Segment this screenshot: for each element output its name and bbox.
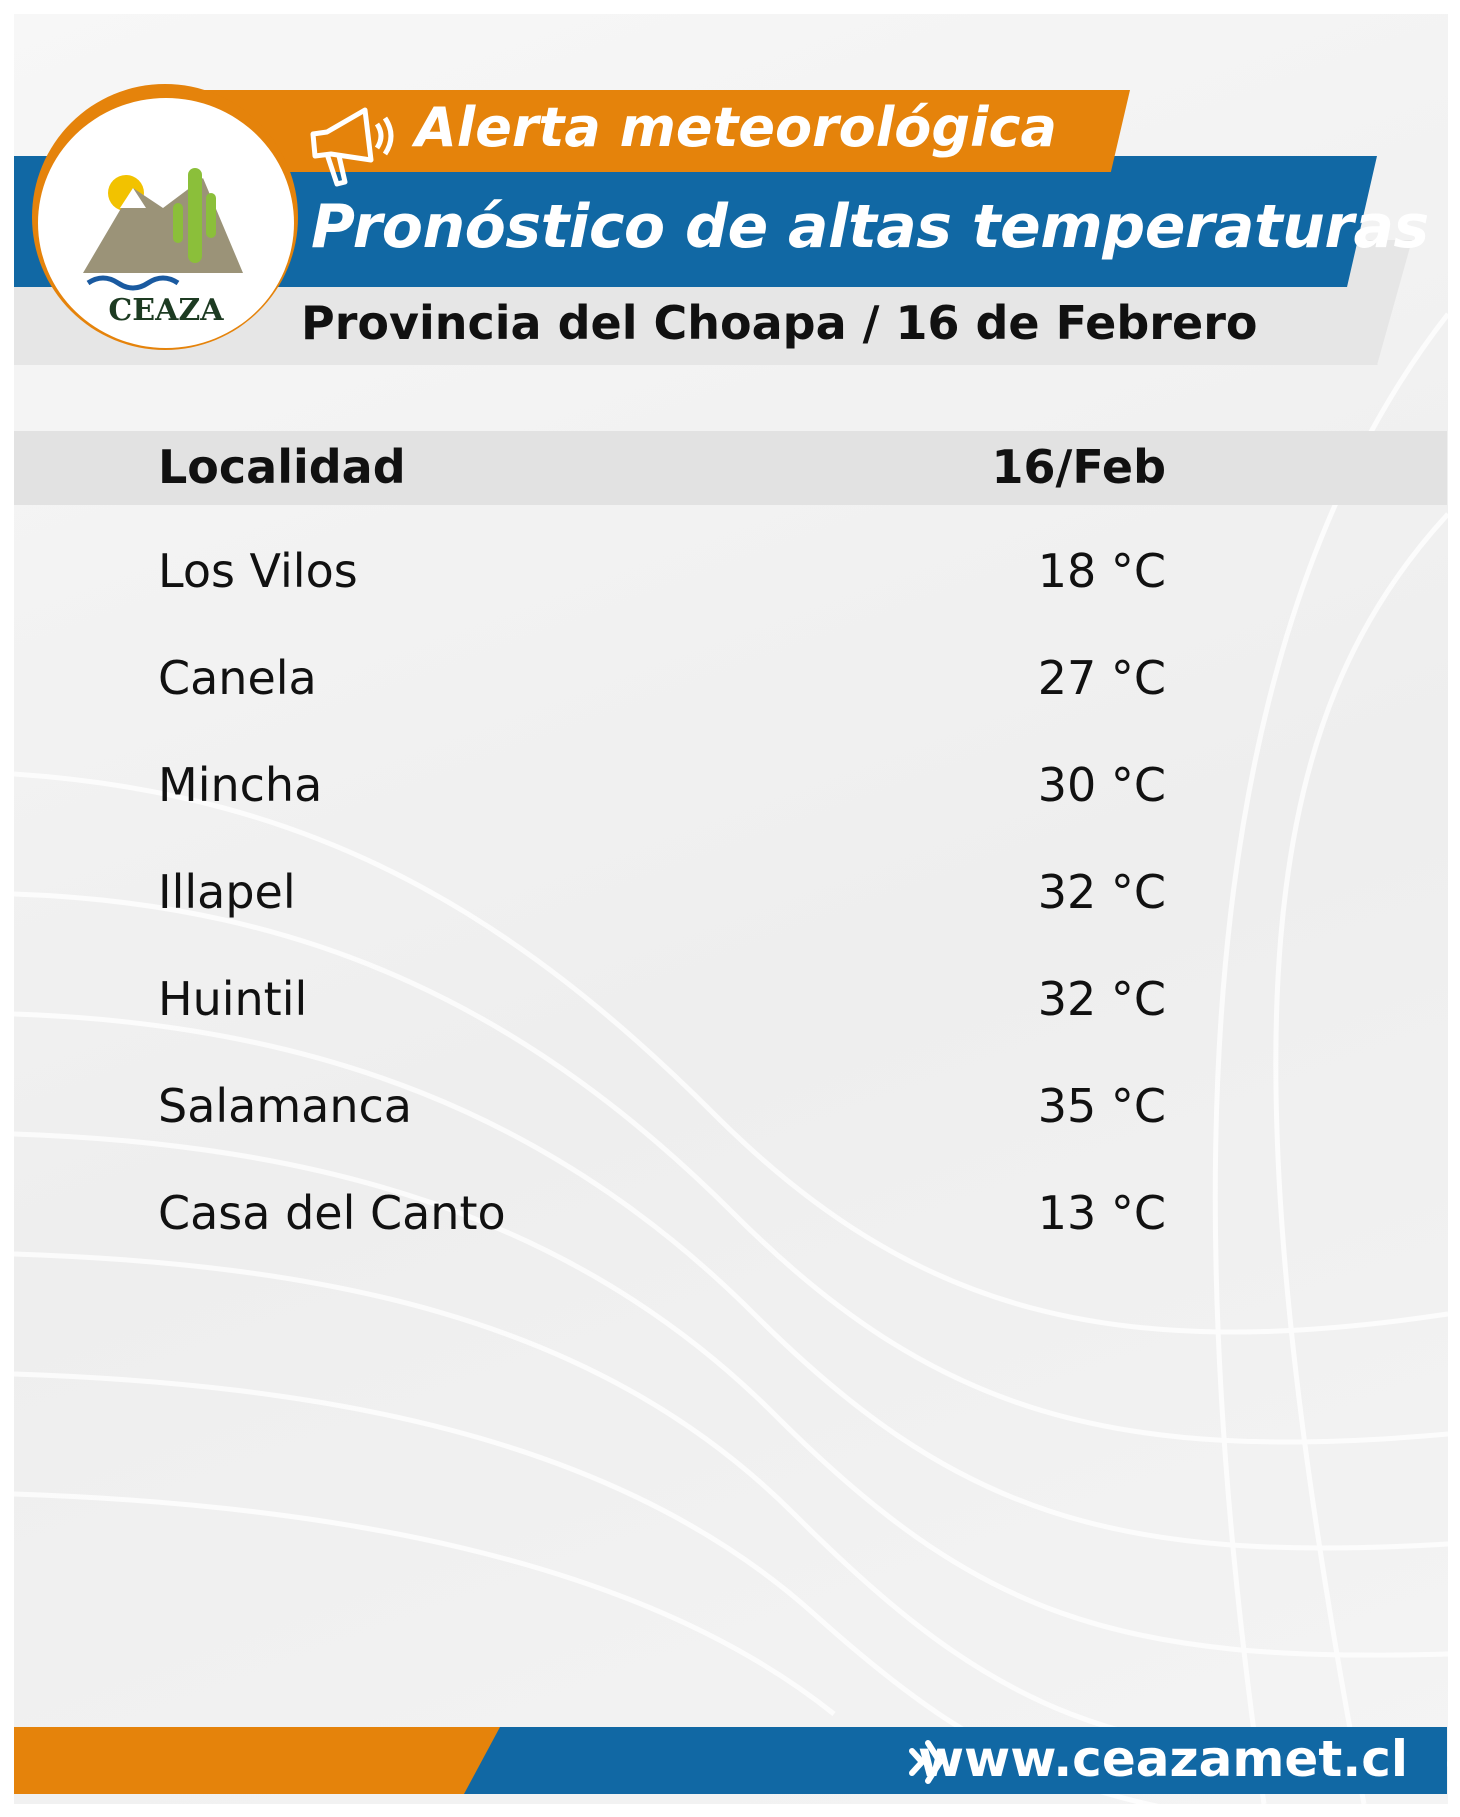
page-subtitle: Provincia del Choapa / 16 de Febrero — [301, 296, 1258, 350]
location-name: Mincha — [158, 758, 323, 812]
wave-pattern — [14, 312, 1448, 1804]
table-row: Huintil 32 °C — [0, 972, 1460, 1032]
location-name: Canela — [158, 651, 317, 705]
temperature-value: 35 °C — [1037, 1079, 1166, 1133]
temperature-value: 32 °C — [1037, 865, 1166, 919]
alert-label: Alerta meteorológica — [415, 96, 1057, 159]
double-chevron-icon — [909, 1740, 944, 1784]
column-header-date: 16/Feb — [991, 440, 1167, 494]
table-row: Canela 27 °C — [0, 651, 1460, 711]
table-header — [14, 431, 1447, 505]
svg-text:CEAZA: CEAZA — [108, 293, 224, 328]
column-header-location: Localidad — [158, 440, 406, 494]
temperature-value: 27 °C — [1037, 651, 1166, 705]
temperature-value: 30 °C — [1037, 758, 1166, 812]
footer-orange-band — [14, 1727, 500, 1794]
ceaza-logo-emblem: CEAZA — [83, 168, 243, 328]
table-row: Salamanca 35 °C — [0, 1079, 1460, 1139]
megaphone-icon — [310, 107, 394, 187]
footer-blue-band — [464, 1727, 1447, 1794]
temperature-value: 13 °C — [1037, 1186, 1166, 1240]
temperature-value: 18 °C — [1037, 544, 1166, 598]
location-name: Casa del Canto — [158, 1186, 506, 1240]
location-name: Illapel — [158, 865, 296, 919]
location-name: Salamanca — [158, 1079, 412, 1133]
website-link[interactable]: www.ceazamet.cl — [917, 1730, 1408, 1788]
temperature-value: 32 °C — [1037, 972, 1166, 1026]
ceaza-logo-inner: CEAZA — [38, 98, 294, 348]
table-row: Illapel 32 °C — [0, 865, 1460, 925]
page-title: Pronóstico de altas temperaturas — [311, 192, 1429, 262]
table-row: Casa del Canto 13 °C — [0, 1186, 1460, 1246]
table-row: Los Vilos 18 °C — [0, 544, 1460, 604]
location-name: Los Vilos — [158, 544, 358, 598]
location-name: Huintil — [158, 972, 308, 1026]
table-row: Mincha 30 °C — [0, 758, 1460, 818]
